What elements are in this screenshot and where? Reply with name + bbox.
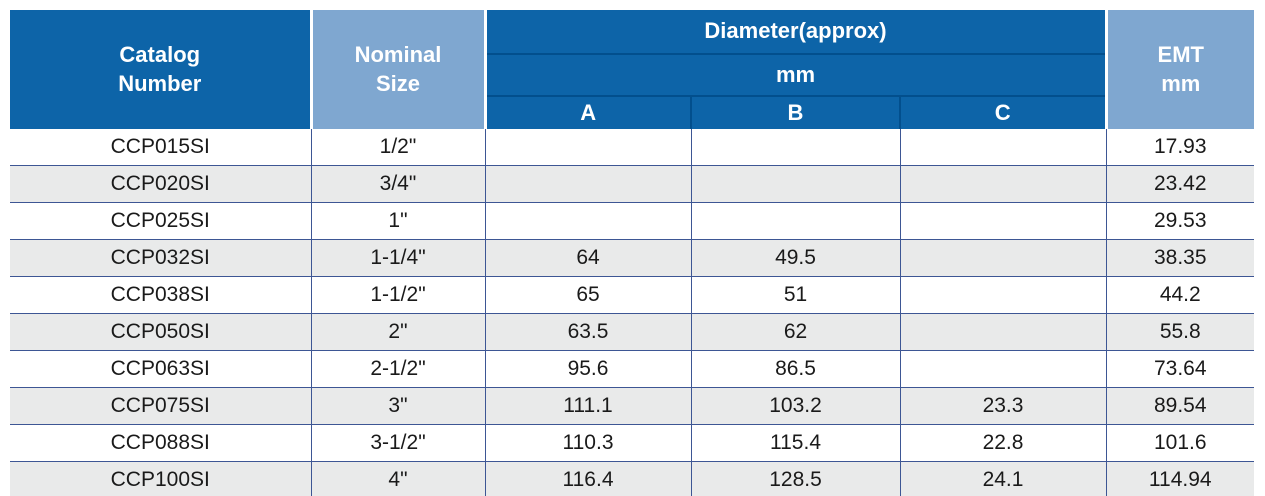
cell-emt: 89.54 (1105, 387, 1254, 425)
cell-catalog: CCP038SI (10, 276, 311, 314)
table-row: CCP020SI 3/4" 23.42 (10, 165, 1254, 203)
table-row: CCP032SI 1-1/4" 64 49.5 38.35 (10, 239, 1254, 277)
table-row: CCP025SI 1" 29.53 (10, 202, 1254, 240)
cell-nominal: 3" (310, 387, 485, 425)
cell-c: 23.3 (899, 387, 1106, 425)
cell-catalog: CCP100SI (10, 461, 311, 496)
col-header-catalog-number: Catalog Number (10, 10, 311, 129)
cell-emt: 73.64 (1105, 350, 1254, 388)
cell-a (484, 202, 691, 240)
cell-catalog: CCP015SI (10, 129, 311, 166)
cell-b (690, 129, 900, 166)
cell-emt: 114.94 (1105, 461, 1254, 496)
table-body: CCP015SI 1/2" 17.93 CCP020SI 3/4" 23.42 CCP025… (10, 129, 1254, 496)
cell-catalog: CCP075SI (10, 387, 311, 425)
cell-b: 62 (690, 313, 900, 351)
cell-b (690, 202, 900, 240)
cell-a: 95.6 (484, 350, 691, 388)
col-header-a: A (483, 96, 691, 129)
cell-b: 103.2 (690, 387, 900, 425)
col-header-diameter-group: Diameter(approx) (483, 10, 1106, 55)
cell-nominal: 3-1/2" (310, 424, 485, 462)
cell-c (899, 129, 1106, 166)
cell-c (899, 165, 1106, 203)
table-row: CCP050SI 2" 63.5 62 55.8 (10, 313, 1254, 351)
cell-b (690, 165, 900, 203)
cell-b: 128.5 (690, 461, 900, 496)
cell-catalog: CCP032SI (10, 239, 311, 277)
cell-c (899, 202, 1106, 240)
cell-c (899, 239, 1106, 277)
cell-emt: 29.53 (1105, 202, 1254, 240)
cell-catalog: CCP063SI (10, 350, 311, 388)
cell-catalog: CCP050SI (10, 313, 311, 351)
cell-a (484, 129, 691, 166)
cell-emt: 38.35 (1105, 239, 1254, 277)
cell-c (899, 276, 1106, 314)
col-header-c: C (899, 96, 1106, 129)
cell-nominal: 3/4" (310, 165, 485, 203)
cell-catalog: CCP088SI (10, 424, 311, 462)
spec-table-container: Catalog Number Nominal Size Diameter(app… (10, 10, 1254, 496)
cell-nominal: 2-1/2" (310, 350, 485, 388)
cell-a: 64 (484, 239, 691, 277)
cell-emt: 101.6 (1105, 424, 1254, 462)
table-row: CCP038SI 1-1/2" 65 51 44.2 (10, 276, 1254, 314)
cell-nominal: 1-1/2" (310, 276, 485, 314)
cell-nominal: 1-1/4" (310, 239, 485, 277)
cell-nominal: 1/2" (310, 129, 485, 166)
col-header-unit-mm: mm (483, 54, 1106, 97)
cell-emt: 55.8 (1105, 313, 1254, 351)
table-header: Catalog Number Nominal Size Diameter(app… (10, 10, 1254, 129)
cell-a: 110.3 (484, 424, 691, 462)
cell-b: 115.4 (690, 424, 900, 462)
table-row: CCP100SI 4" 116.4 128.5 24.1 114.94 (10, 461, 1254, 496)
table-row: CCP088SI 3-1/2" 110.3 115.4 22.8 101.6 (10, 424, 1254, 462)
cell-a: 111.1 (484, 387, 691, 425)
cell-c: 22.8 (899, 424, 1106, 462)
table-row: CCP075SI 3" 111.1 103.2 23.3 89.54 (10, 387, 1254, 425)
col-header-nominal-size: Nominal Size (309, 10, 485, 129)
table-row: CCP063SI 2-1/2" 95.6 86.5 73.64 (10, 350, 1254, 388)
cell-a: 116.4 (484, 461, 691, 496)
cell-nominal: 1" (310, 202, 485, 240)
cell-emt: 17.93 (1105, 129, 1254, 166)
cell-a: 65 (484, 276, 691, 314)
cell-b: 86.5 (690, 350, 900, 388)
cell-a (484, 165, 691, 203)
cell-c (899, 350, 1106, 388)
table-row: CCP015SI 1/2" 17.93 (10, 129, 1254, 166)
cell-c: 24.1 (899, 461, 1106, 496)
cell-b: 49.5 (690, 239, 900, 277)
cell-emt: 44.2 (1105, 276, 1254, 314)
cell-catalog: CCP020SI (10, 165, 311, 203)
cell-nominal: 4" (310, 461, 485, 496)
cell-emt: 23.42 (1105, 165, 1254, 203)
cell-catalog: CCP025SI (10, 202, 311, 240)
col-header-emt: EMT mm (1104, 10, 1254, 129)
cell-b: 51 (690, 276, 900, 314)
cell-c (899, 313, 1106, 351)
cell-a: 63.5 (484, 313, 691, 351)
cell-nominal: 2" (310, 313, 485, 351)
col-header-b: B (690, 96, 900, 129)
spec-table: Catalog Number Nominal Size Diameter(app… (10, 10, 1254, 496)
